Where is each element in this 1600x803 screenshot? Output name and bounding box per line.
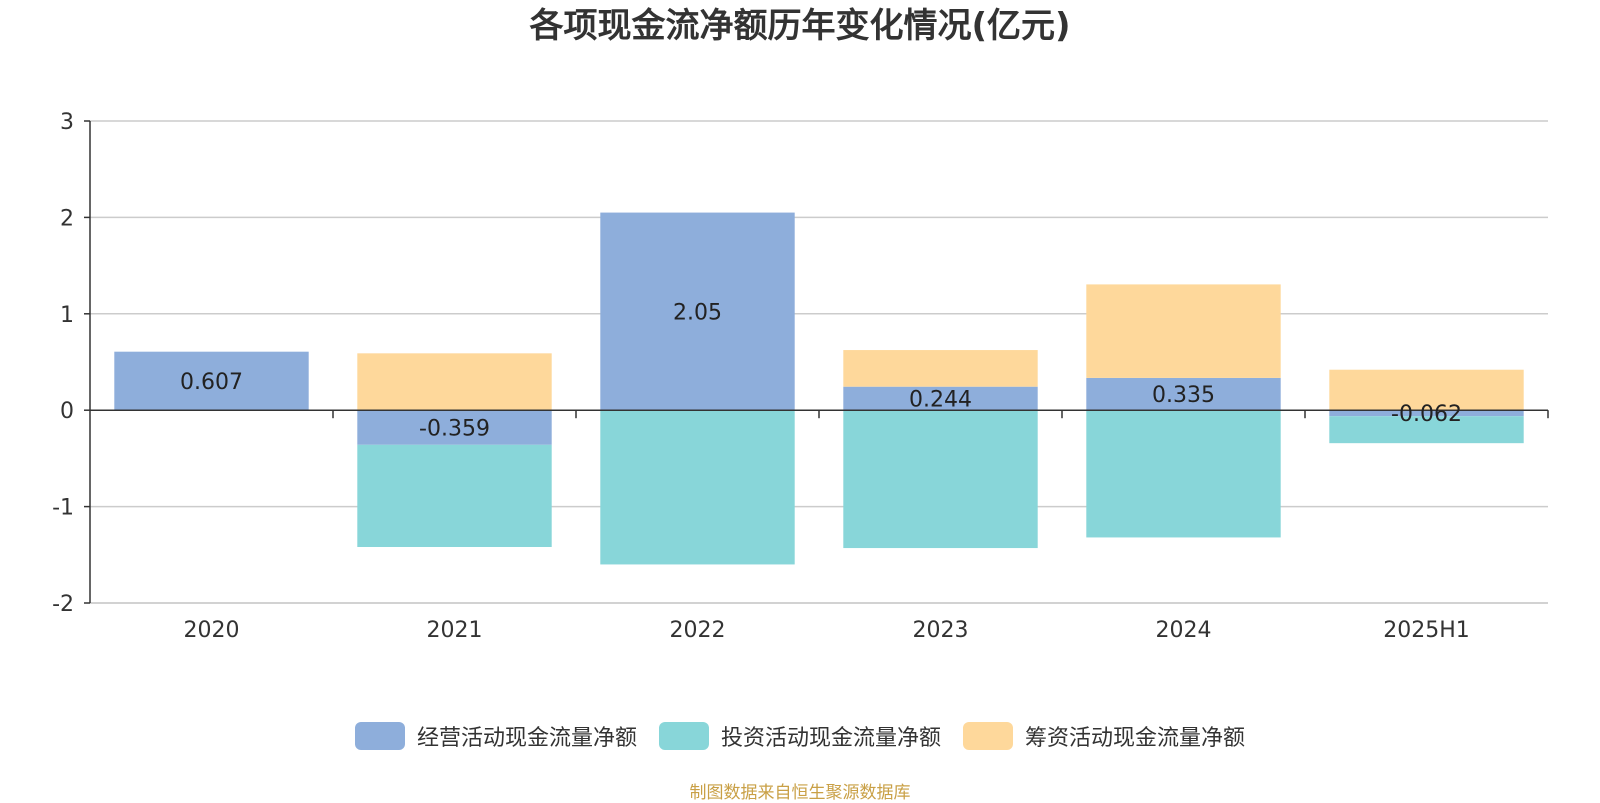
x-tick-label: 2024 (1156, 618, 1212, 643)
chart-plot: 3 2 1 0 -1 -2 2020 2021 2022 2023 2024 2025H1 0.607… (52, 110, 1549, 643)
data-label-operating: 0.607 (180, 370, 243, 395)
source-note: 制图数据来自恒生聚源数据库 (689, 783, 911, 803)
legend-swatch-financing (963, 722, 1013, 750)
legend-label-investing: 投资活动现金流量净额 (720, 726, 941, 751)
bar-2-2025H1 (1329, 369, 1524, 411)
y-tick-label: 0 (60, 399, 74, 424)
y-tick-label: 1 (60, 303, 74, 328)
bar-2-2023 (843, 350, 1038, 387)
y-tick-label: 2 (60, 206, 74, 231)
bars (114, 212, 1524, 565)
legend-label-operating: 经营活动现金流量净额 (416, 726, 637, 751)
legend-swatch-investing (658, 722, 709, 750)
bar-1-2025H1 (1329, 416, 1524, 444)
bar-0-2024 (1086, 377, 1281, 411)
bar-2-2021 (357, 353, 552, 411)
legend-item-financing[interactable]: 筹资活动现金流量净额 (963, 720, 1245, 752)
bar-1-2024 (1086, 410, 1281, 538)
legend: 经营活动现金流量净额 投资活动现金流量净额 筹资活动现金流量净额 (0, 720, 1600, 752)
bar-0-2022 (600, 212, 795, 411)
bar-1-2022 (600, 410, 795, 565)
bar-1-2023 (843, 410, 1038, 549)
x-tick-label: 2020 (184, 618, 240, 643)
data-label-operating: -0.359 (419, 417, 490, 442)
y-tick-label: 3 (60, 110, 74, 135)
x-tick-label: 2023 (913, 618, 969, 643)
bar-0-2025H1 (1329, 410, 1524, 417)
x-tick-label: 2021 (427, 618, 483, 643)
bar-2-2024 (1086, 284, 1281, 378)
bar-0-2023 (843, 386, 1038, 411)
chart-title: 各项现金流净额历年变化情况(亿元) (529, 6, 1071, 46)
legend-swatch-operating (354, 722, 405, 750)
x-tick-label: 2025H1 (1383, 618, 1470, 643)
data-labels: 0.607 -0.359 2.05 0.244 0.335 -0.062 (180, 300, 1462, 441)
bar-1-2021 (357, 444, 552, 547)
x-tick-label: 2022 (670, 618, 726, 643)
legend-item-operating[interactable]: 经营活动现金流量净额 (354, 720, 637, 752)
gridlines (90, 120, 1548, 604)
legend-item-investing[interactable]: 投资活动现金流量净额 (658, 720, 941, 752)
axes: 3 2 1 0 -1 -2 2020 2021 2022 2023 2024 2025H1 (52, 110, 1549, 643)
legend-label-financing: 筹资活动现金流量净额 (1025, 726, 1246, 751)
bar-0-2020 (114, 351, 309, 411)
data-label-operating: 0.335 (1152, 383, 1215, 408)
data-label-operating: -0.062 (1391, 402, 1462, 427)
y-tick-label: -2 (52, 592, 74, 617)
y-tick-label: -1 (52, 496, 74, 521)
data-label-operating: 2.05 (673, 300, 722, 325)
bar-0-2021 (357, 410, 552, 445)
data-label-operating: 0.244 (909, 387, 972, 412)
